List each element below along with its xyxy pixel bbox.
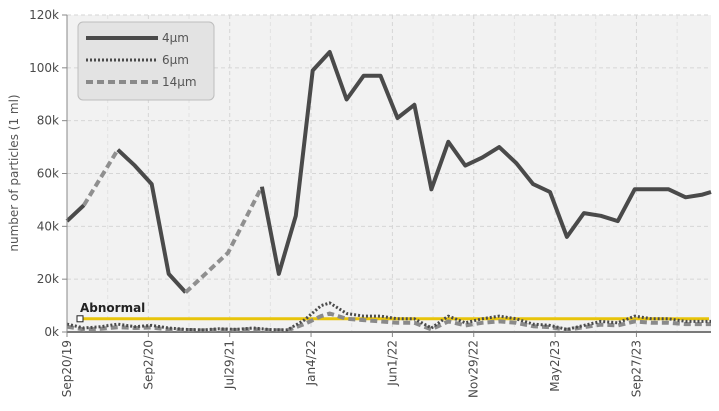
series-line-4m [65,203,86,223]
x-tick-label: Nov29/22 [467,340,481,398]
legend-label: 6μm [162,53,189,67]
series-line-4m [116,148,188,294]
x-tick-label: Sep20/19 [60,340,74,397]
y-tick-label: 100k [29,61,59,75]
legend: 4μm 6μm 14μm [77,21,215,101]
x-axis: Sep20/19 Sep2/20 Jul29/21 Jan4/22 Jun1/22 Nov… [60,332,643,398]
threshold-marker [76,315,84,323]
y-tick-label: 40k [37,219,59,233]
y-tick-label: 120k [29,8,59,22]
x-tick-label: Jun1/22 [385,340,399,387]
y-tick-label: 80k [37,114,59,128]
series-line-6m [66,301,711,332]
x-tick-label: Jul29/21 [223,340,237,390]
legend-label: 14μm [162,75,197,89]
series-line-4m [184,185,264,294]
x-tick-label: Sep27/23 [629,340,643,397]
series-line-4m [259,50,712,276]
x-tick-label: May2/23 [548,340,562,392]
legend-label: 4μm [162,31,189,45]
x-tick-label: Jan4/22 [304,340,318,386]
x-tick-label: Sep2/20 [141,340,155,390]
data-series [65,50,712,333]
y-tick-label: 0k [44,325,59,339]
y-axis-title: number of particles (1 ml) [7,94,21,251]
y-tick-label: 20k [37,272,59,286]
y-axis: 0k 20k 40k 60k 80k 100k 120k [29,8,67,339]
threshold-label: Abnormal [80,301,145,315]
y-tick-label: 60k [37,167,59,181]
